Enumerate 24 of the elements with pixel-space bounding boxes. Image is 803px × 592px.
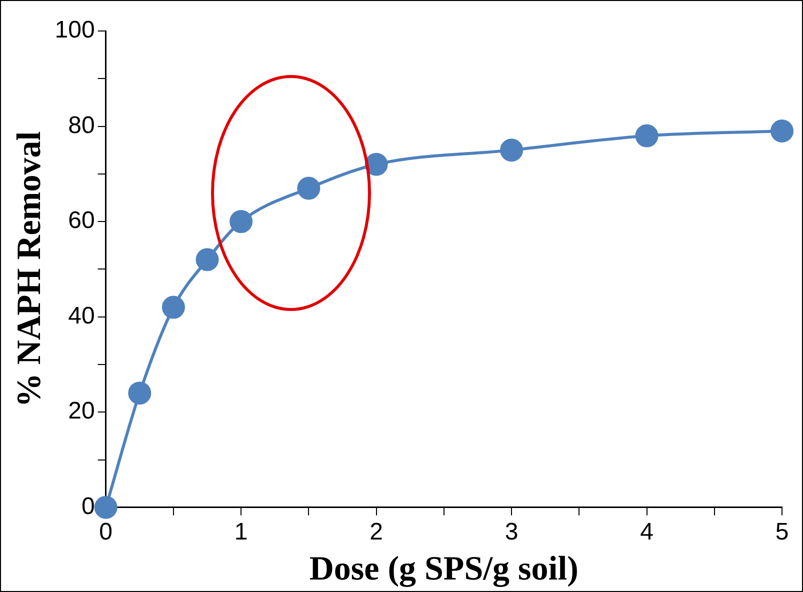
x-tick-label: 5: [775, 518, 789, 546]
x-tick-label: 3: [504, 518, 518, 546]
point: [128, 382, 152, 405]
point: [364, 152, 388, 176]
point: [94, 496, 118, 519]
y-tick-label: 60: [68, 207, 95, 234]
x-tick-label: 1: [234, 518, 248, 546]
y-tick-label: 100: [54, 16, 95, 44]
x-axis-title: Dose (g SPS/g soil): [309, 550, 579, 588]
point: [162, 296, 185, 319]
y-tick-label: 40: [68, 302, 95, 330]
point: [297, 176, 320, 200]
point: [500, 138, 524, 162]
point: [230, 210, 253, 234]
x-tick-label: 4: [640, 518, 654, 546]
y-axis-title: % NAPH Removal: [11, 131, 48, 408]
y-tick-label: 0: [81, 493, 95, 520]
point: [635, 124, 658, 148]
x-tick-label: 0: [99, 518, 113, 546]
y-tick-label: 80: [68, 112, 95, 139]
y-tick-label: 20: [68, 398, 95, 425]
point: [196, 248, 219, 272]
x-tick-label: 2: [370, 518, 383, 546]
point: [770, 120, 794, 143]
